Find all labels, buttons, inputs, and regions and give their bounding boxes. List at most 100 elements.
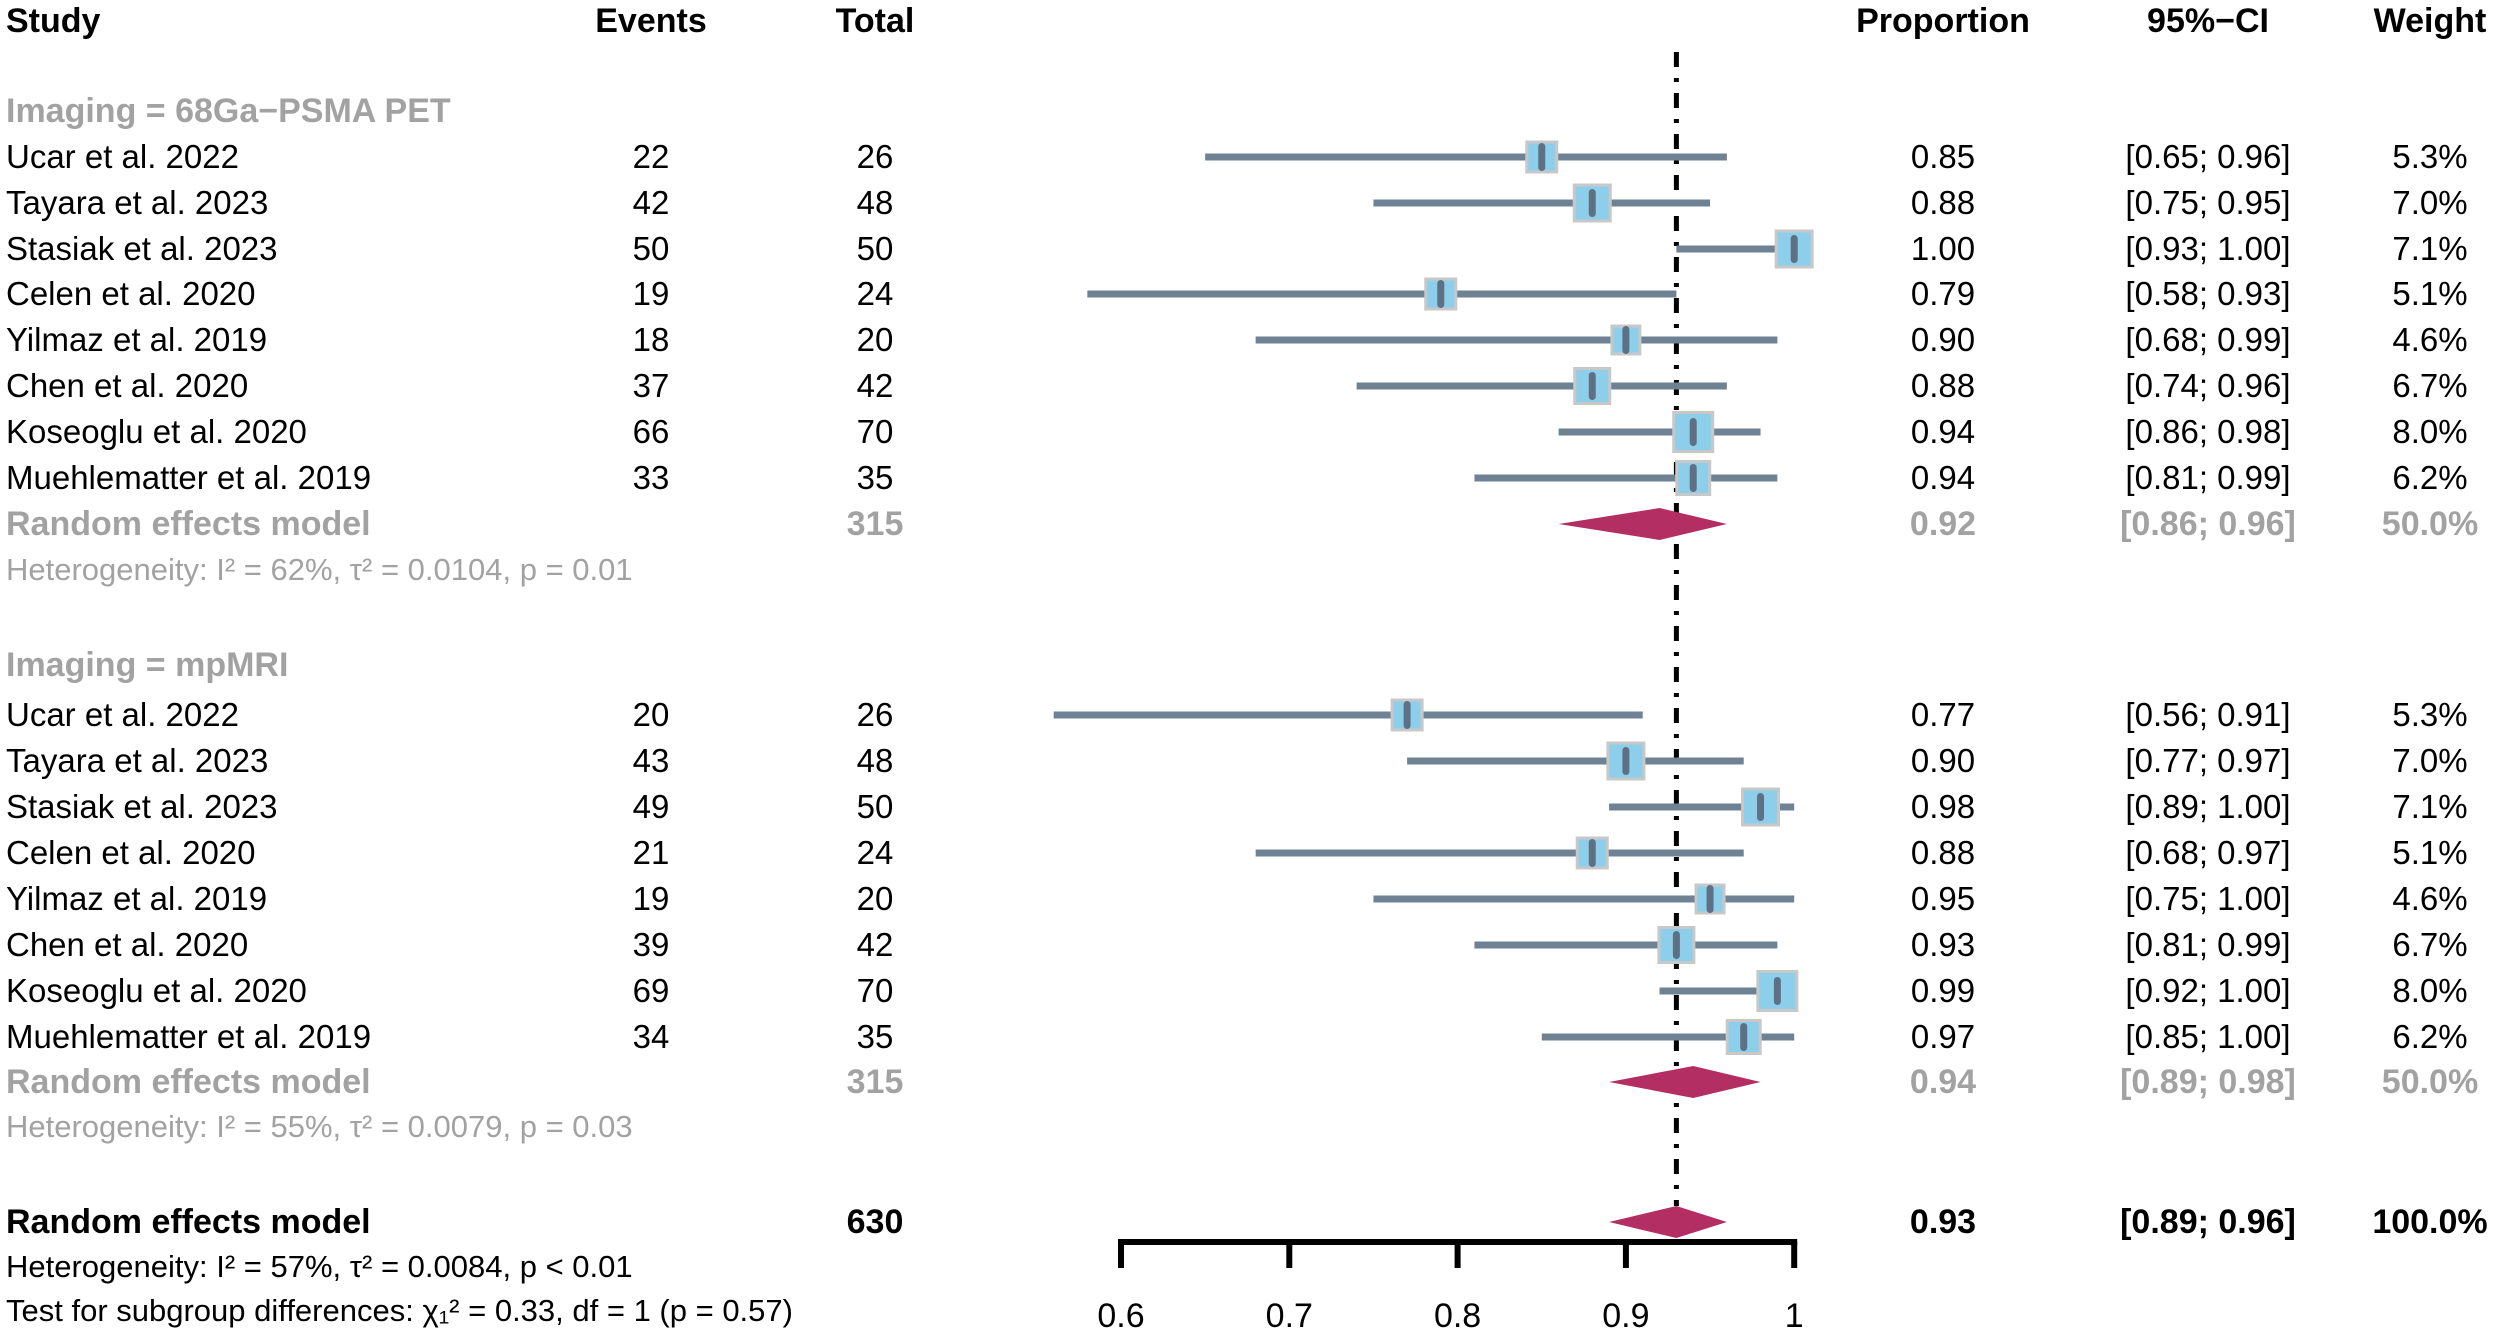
study-weight: 6.7% bbox=[2392, 367, 2468, 404]
study-events: 43 bbox=[632, 742, 670, 779]
study-total: 24 bbox=[856, 275, 894, 312]
study-name: Ucar et al. 2022 bbox=[6, 138, 239, 175]
study-total: 50 bbox=[856, 230, 894, 267]
column-header-ci: 95%−CI bbox=[2147, 2, 2269, 40]
study-ci: [0.86; 0.98] bbox=[2125, 413, 2291, 450]
study-ci: [0.56; 0.91] bbox=[2125, 696, 2291, 733]
overall-summary-label: Random effects model bbox=[6, 1203, 371, 1241]
summary-ci: [0.89; 0.98] bbox=[2120, 1063, 2296, 1101]
study-weight: 5.1% bbox=[2392, 834, 2468, 871]
study-total: 26 bbox=[856, 696, 894, 733]
study-ci: [0.68; 0.97] bbox=[2125, 834, 2291, 871]
study-ci: [0.81; 0.99] bbox=[2125, 926, 2291, 963]
study-name: Celen et al. 2020 bbox=[6, 834, 256, 871]
study-events: 19 bbox=[632, 880, 670, 917]
study-name: Chen et al. 2020 bbox=[6, 926, 249, 963]
summary-proportion: 0.92 bbox=[1909, 505, 1977, 543]
study-events: 66 bbox=[632, 413, 670, 450]
overall-summary-ci: [0.89; 0.96] bbox=[2120, 1203, 2296, 1241]
study-weight: 7.0% bbox=[2392, 184, 2468, 221]
study-ci: [0.75; 0.95] bbox=[2125, 184, 2291, 221]
point-marker bbox=[1437, 280, 1445, 308]
study-total: 42 bbox=[856, 367, 894, 404]
study-weight: 7.0% bbox=[2392, 742, 2468, 779]
study-events: 33 bbox=[632, 459, 670, 496]
study-events: 42 bbox=[632, 184, 670, 221]
study-weight: 8.0% bbox=[2392, 413, 2468, 450]
point-marker bbox=[1588, 372, 1596, 400]
study-name: Stasiak et al. 2023 bbox=[6, 230, 278, 267]
subgroup-test-note: Test for subgroup differences: χ₁² = 0.3… bbox=[6, 1293, 793, 1328]
study-events: 20 bbox=[632, 696, 670, 733]
x-axis-tick-label: 0.9 bbox=[1602, 1297, 1650, 1335]
study-ci: [0.89; 1.00] bbox=[2125, 788, 2291, 825]
heterogeneity-note: Heterogeneity: I² = 55%, τ² = 0.0079, p … bbox=[6, 1109, 633, 1144]
study-weight: 5.1% bbox=[2392, 275, 2468, 312]
study-name: Chen et al. 2020 bbox=[6, 367, 249, 404]
study-proportion: 0.79 bbox=[1910, 275, 1976, 312]
study-events: 49 bbox=[632, 788, 670, 825]
study-name: Yilmaz et al. 2019 bbox=[6, 321, 268, 358]
x-axis-tick-label: 0.8 bbox=[1433, 1297, 1482, 1335]
study-weight: 4.6% bbox=[2392, 321, 2468, 358]
point-marker bbox=[1757, 793, 1765, 821]
study-ci: [0.85; 1.00] bbox=[2125, 1018, 2291, 1055]
point-marker bbox=[1622, 747, 1630, 775]
summary-proportion: 0.94 bbox=[1909, 1063, 1977, 1101]
study-ci: [0.65; 0.96] bbox=[2125, 138, 2291, 175]
point-marker bbox=[1773, 977, 1781, 1005]
heterogeneity-note: Heterogeneity: I² = 62%, τ² = 0.0104, p … bbox=[6, 552, 633, 587]
study-proportion: 0.97 bbox=[1910, 1018, 1976, 1055]
study-proportion: 0.94 bbox=[1910, 413, 1976, 450]
study-total: 70 bbox=[856, 972, 894, 1009]
column-header-weight: Weight bbox=[2373, 2, 2487, 40]
study-name: Koseoglu et al. 2020 bbox=[6, 972, 307, 1009]
study-proportion: 0.90 bbox=[1910, 321, 1976, 358]
study-name: Ucar et al. 2022 bbox=[6, 696, 239, 733]
subgroup-label: Imaging = 68Ga−PSMA PET bbox=[6, 92, 451, 130]
study-proportion: 0.85 bbox=[1910, 138, 1976, 175]
study-proportion: 0.95 bbox=[1910, 880, 1976, 917]
overall-summary-weight: 100.0% bbox=[2372, 1203, 2488, 1241]
study-proportion: 0.77 bbox=[1910, 696, 1976, 733]
overall-summary-proportion: 0.93 bbox=[1909, 1203, 1977, 1241]
study-total: 24 bbox=[856, 834, 894, 871]
study-total: 35 bbox=[856, 459, 894, 496]
study-weight: 6.7% bbox=[2392, 926, 2468, 963]
study-ci: [0.92; 1.00] bbox=[2125, 972, 2291, 1009]
summary-label: Random effects model bbox=[6, 505, 371, 543]
point-marker bbox=[1403, 701, 1411, 729]
study-total: 20 bbox=[856, 880, 894, 917]
point-marker bbox=[1588, 839, 1596, 867]
summary-total: 315 bbox=[846, 1063, 904, 1101]
study-ci: [0.81; 0.99] bbox=[2125, 459, 2291, 496]
study-weight: 8.0% bbox=[2392, 972, 2468, 1009]
column-header-study: Study bbox=[6, 2, 101, 40]
study-total: 48 bbox=[856, 742, 894, 779]
summary-weight: 50.0% bbox=[2381, 505, 2479, 543]
study-name: Tayara et al. 2023 bbox=[6, 742, 269, 779]
study-ci: [0.77; 0.97] bbox=[2125, 742, 2291, 779]
point-marker bbox=[1689, 418, 1697, 446]
point-marker bbox=[1588, 189, 1596, 217]
study-proportion: 0.88 bbox=[1910, 184, 1976, 221]
study-name: Stasiak et al. 2023 bbox=[6, 788, 278, 825]
x-axis-tick-label: 0.6 bbox=[1097, 1297, 1145, 1335]
study-proportion: 0.98 bbox=[1910, 788, 1976, 825]
study-events: 50 bbox=[632, 230, 670, 267]
study-total: 20 bbox=[856, 321, 894, 358]
study-ci: [0.75; 1.00] bbox=[2125, 880, 2291, 917]
study-weight: 7.1% bbox=[2392, 230, 2468, 267]
study-name: Yilmaz et al. 2019 bbox=[6, 880, 268, 917]
point-marker bbox=[1622, 326, 1630, 354]
study-total: 70 bbox=[856, 413, 894, 450]
study-proportion: 0.90 bbox=[1910, 742, 1976, 779]
overall-heterogeneity-note: Heterogeneity: I² = 57%, τ² = 0.0084, p … bbox=[6, 1249, 633, 1284]
study-events: 21 bbox=[632, 834, 670, 871]
study-events: 19 bbox=[632, 275, 670, 312]
study-events: 39 bbox=[632, 926, 670, 963]
study-name: Muehlematter et al. 2019 bbox=[6, 1018, 372, 1055]
study-proportion: 0.88 bbox=[1910, 367, 1976, 404]
